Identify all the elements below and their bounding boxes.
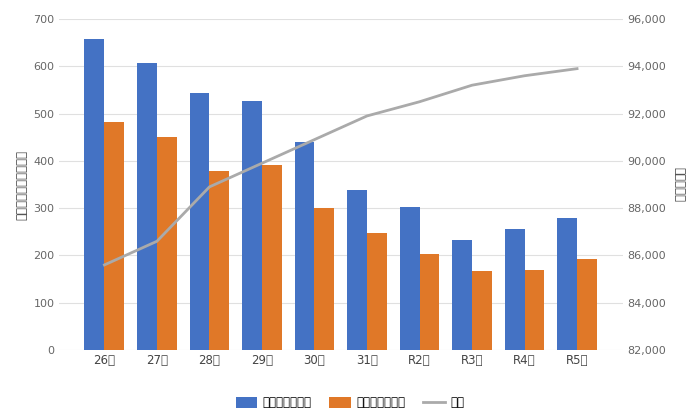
人司 xyxy=(468,83,476,88)
Bar xyxy=(452,240,472,350)
Bar xyxy=(190,93,209,350)
Bar xyxy=(295,142,314,350)
Y-axis label: 人口（人）: 人口（人） xyxy=(672,167,685,202)
人司 xyxy=(415,99,424,104)
Bar xyxy=(577,259,597,350)
Bar xyxy=(524,270,545,350)
Bar xyxy=(137,63,157,350)
Bar xyxy=(557,218,577,350)
人司 xyxy=(100,262,108,268)
人司 xyxy=(573,66,581,71)
Bar xyxy=(314,207,335,350)
Bar xyxy=(400,207,419,350)
Bar xyxy=(157,137,177,350)
人司 xyxy=(153,239,161,244)
Bar xyxy=(419,254,440,350)
人司 xyxy=(520,73,528,78)
人司 xyxy=(363,113,371,118)
人司 xyxy=(258,161,266,166)
Bar xyxy=(262,165,282,350)
Bar xyxy=(242,101,262,350)
Y-axis label: 刑法犯認知件数（件）: 刑法犯認知件数（件） xyxy=(15,150,28,220)
Bar xyxy=(104,122,125,350)
人司 xyxy=(310,137,319,142)
Bar xyxy=(85,39,104,350)
Bar xyxy=(505,229,524,350)
Line: 人司: 人司 xyxy=(104,68,577,265)
Legend: 刑法犯認知件数, 窃盗犯認知件数, 人司: 刑法犯認知件数, 窃盗犯認知件数, 人司 xyxy=(231,392,469,414)
Bar xyxy=(209,171,230,350)
Bar xyxy=(472,270,492,350)
人司 xyxy=(205,184,214,189)
Bar xyxy=(367,233,387,350)
Bar xyxy=(347,190,367,350)
